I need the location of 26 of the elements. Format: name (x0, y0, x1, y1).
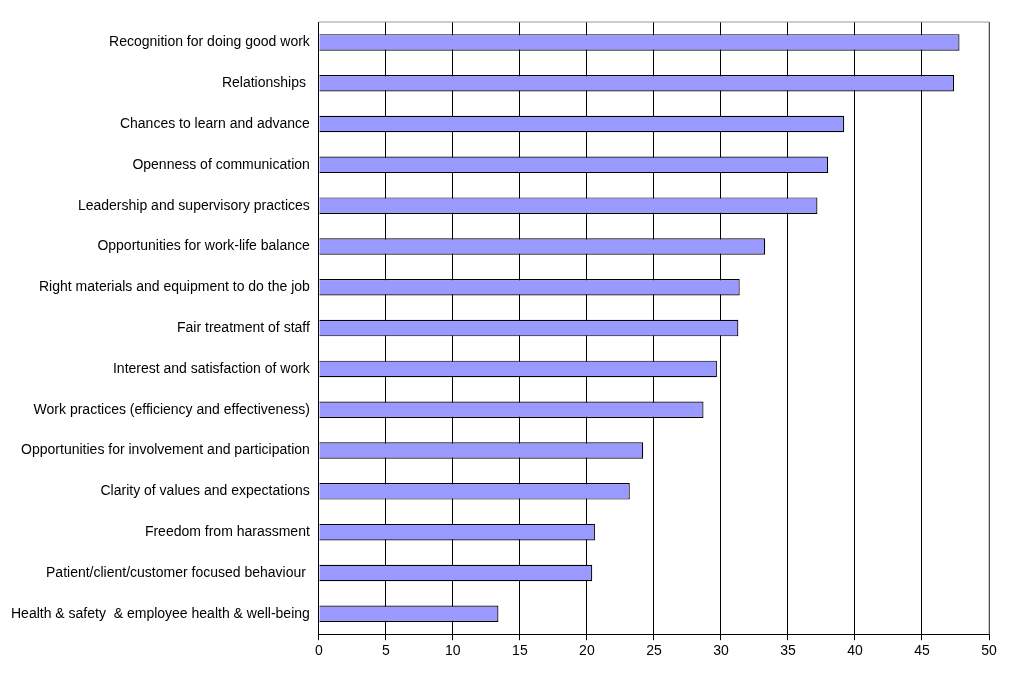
y-tick-label: Work practices (efficiency and effectiveness) (33, 400, 310, 417)
x-tick-label: 45 (914, 642, 930, 659)
x-tick-label: 25 (646, 642, 662, 659)
x-tick-label: 0 (314, 642, 323, 659)
y-tick-label: Patient/client/customer focused behaviour (46, 563, 310, 580)
x-tick-label: 15 (512, 642, 528, 659)
x-tick-label: 10 (445, 642, 461, 659)
y-tick-label: Freedom from harassment (144, 523, 310, 540)
y-tick-label: Opportunities for work-life balance (97, 237, 311, 254)
x-tick-label: 50 (981, 642, 997, 659)
y-tick-label: Clarity of values and expectations (100, 482, 310, 499)
y-tick-label: Recognition for doing good work (109, 33, 311, 50)
y-tick-label: Chances to learn and advance (119, 114, 311, 131)
x-tick-label: 20 (579, 642, 595, 659)
x-tick-label: 40 (847, 642, 863, 659)
y-tick-label: Fair treatment of staff (177, 318, 310, 335)
x-tick-label: 5 (381, 642, 390, 659)
y-tick-label: Openness of communication (132, 155, 310, 172)
y-tick-label: Right materials and equipment to do the job (38, 278, 311, 295)
x-tick-label: 30 (713, 642, 729, 659)
y-tick-label: Interest and satisfaction of work (112, 359, 311, 376)
y-tick-label: Opportunities for involvement and participation (21, 441, 310, 458)
x-tick-label: 35 (780, 642, 796, 659)
y-tick-label: Leadership and supervisory practices (77, 196, 310, 213)
y-tick-label: Health & safety & employee health & well-being (10, 604, 310, 621)
y-tick-label: Relationships (221, 74, 310, 91)
